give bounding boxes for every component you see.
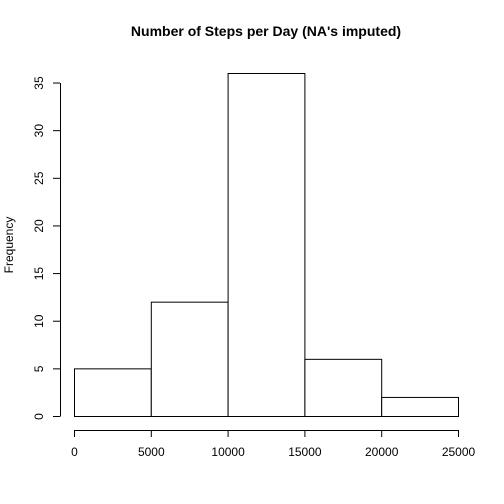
x-tick-label: 20000 [365, 445, 399, 459]
y-tick-label: 15 [32, 267, 46, 281]
y-tick-label: 10 [32, 314, 46, 328]
histogram-bar [227, 73, 306, 417]
bars-group [74, 73, 460, 418]
y-axis-label: Frequency [2, 217, 16, 274]
x-tick-label: 5000 [138, 445, 165, 459]
y-axis: 0 5 10 15 20 25 30 35 [32, 76, 61, 420]
y-tick-label: 35 [32, 76, 46, 90]
x-axis: 0 5000 10000 15000 20000 25000 [71, 430, 476, 459]
x-tick-label: 0 [71, 445, 78, 459]
y-tick-label: 0 [32, 413, 46, 420]
y-tick-label: 20 [32, 219, 46, 233]
x-tick-label: 10000 [211, 445, 245, 459]
histogram-bar [150, 301, 229, 417]
histogram-bar [381, 396, 460, 418]
histogram-bar [74, 368, 152, 418]
y-tick-label: 30 [32, 124, 46, 138]
chart-title: Number of Steps per Day (NA's imputed) [131, 23, 401, 39]
y-tick-label: 25 [32, 171, 46, 185]
histogram-bar [304, 358, 383, 418]
x-tick-label: 25000 [442, 445, 476, 459]
x-tick-label: 15000 [288, 445, 322, 459]
y-tick-label: 5 [32, 365, 46, 372]
